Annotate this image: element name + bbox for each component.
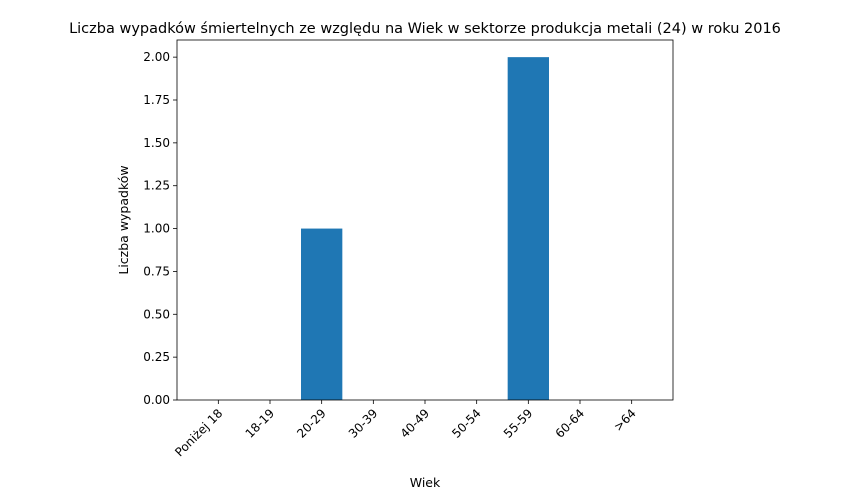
plot-frame <box>176 39 674 401</box>
x-tick-label-7: 60-64 <box>553 406 588 441</box>
y-tick-label-0: 0.00 <box>143 393 170 407</box>
x-tick-label-4: 40-49 <box>398 406 433 441</box>
y-tick-label-3: 0.75 <box>143 264 170 278</box>
chart-title: Liczba wypadków śmiertelnych ze względu … <box>69 21 781 37</box>
y-tick-label-5: 1.25 <box>143 179 170 193</box>
y-tick-label-7: 1.75 <box>143 93 170 107</box>
y-tick-label-8: 2.00 <box>143 50 170 64</box>
x-tick-label-8: >64 <box>611 406 639 434</box>
bar-2 <box>301 228 343 400</box>
x-tick-label-3: 30-39 <box>346 406 381 441</box>
y-tick-label-2: 0.50 <box>143 307 170 321</box>
y-axis-label: Liczba wypadków <box>116 165 131 274</box>
x-tick-label-0: Poniżej 18 <box>172 406 225 459</box>
y-tick-label-6: 1.50 <box>143 136 170 150</box>
y-axis-ticks: 0.00 0.25 0.50 0.75 1.00 1.25 1.50 1.75 2.00 <box>143 50 177 407</box>
x-tick-label-1: 18-19 <box>243 406 278 441</box>
bar-6 <box>507 57 549 401</box>
x-tick-label-2: 20-29 <box>294 406 329 441</box>
x-axis-ticks: Poniżej 18 18-19 20-29 30-39 40-49 50-54 55-59… <box>172 400 639 459</box>
y-tick-label-4: 1.00 <box>143 222 170 236</box>
x-tick-label-5: 50-54 <box>449 406 484 441</box>
y-tick-label-1: 0.25 <box>143 350 170 364</box>
x-axis-label: Wiek <box>410 475 441 490</box>
bars-group <box>301 57 549 401</box>
x-tick-label-6: 55-59 <box>501 406 536 441</box>
